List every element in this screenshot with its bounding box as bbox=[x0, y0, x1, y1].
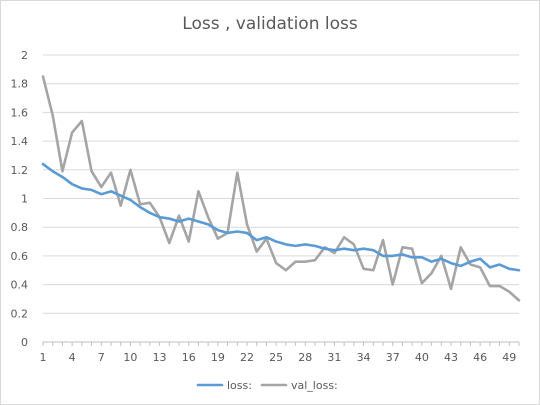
x-tick-label: 40 bbox=[415, 351, 429, 364]
x-tick-label: 37 bbox=[386, 351, 400, 364]
x-tick-label: 25 bbox=[269, 351, 283, 364]
y-tick-label: 1 bbox=[21, 193, 28, 206]
x-tick-label: 16 bbox=[182, 351, 196, 364]
y-tick-label: 1.2 bbox=[11, 164, 29, 177]
x-tick-label: 13 bbox=[153, 351, 167, 364]
y-tick-label: 1.8 bbox=[11, 78, 29, 91]
x-tick-label: 10 bbox=[123, 351, 137, 364]
x-axis-tick-labels: 1 4 7 10 13 16 19 22 25 28 31 34 37 40 43 46 49 bbox=[40, 351, 517, 364]
x-tick-label: 46 bbox=[473, 351, 487, 364]
y-tick-label: 0.2 bbox=[11, 307, 29, 320]
x-tick-label: 7 bbox=[98, 351, 105, 364]
legend-label: val_loss: bbox=[291, 379, 338, 392]
y-tick-label: 0 bbox=[21, 336, 28, 349]
y-tick-label: 0.8 bbox=[11, 221, 29, 234]
gridlines bbox=[43, 54, 519, 314]
x-tick-label: 43 bbox=[444, 351, 458, 364]
x-tick-label: 28 bbox=[298, 351, 312, 364]
x-tick-label: 4 bbox=[69, 351, 76, 364]
series-line-val-loss bbox=[41, 75, 521, 302]
y-tick-label: 1.6 bbox=[11, 106, 29, 119]
y-tick-label: 2 bbox=[21, 49, 28, 62]
chart-title: Loss , validation loss bbox=[182, 14, 358, 34]
legend-label: loss: bbox=[227, 379, 252, 392]
series-lines bbox=[41, 75, 521, 302]
y-tick-label: 1.4 bbox=[11, 135, 29, 148]
x-tick-label: 49 bbox=[502, 351, 516, 364]
y-tick-label: 0.4 bbox=[11, 279, 29, 292]
axes bbox=[42, 341, 520, 346]
x-tick-label: 22 bbox=[240, 351, 254, 364]
x-tick-label: 19 bbox=[211, 351, 225, 364]
x-tick-label: 1 bbox=[40, 351, 47, 364]
y-axis-tick-labels: 0 0.2 0.4 0.6 0.8 1 1.2 1.4 1.6 1.8 2 bbox=[11, 49, 29, 349]
y-tick-label: 0.6 bbox=[11, 250, 29, 263]
legend: loss: val_loss: bbox=[196, 379, 338, 392]
series-line-loss bbox=[41, 162, 521, 272]
x-tick-label: 31 bbox=[327, 351, 341, 364]
x-tick-label: 34 bbox=[357, 351, 371, 364]
